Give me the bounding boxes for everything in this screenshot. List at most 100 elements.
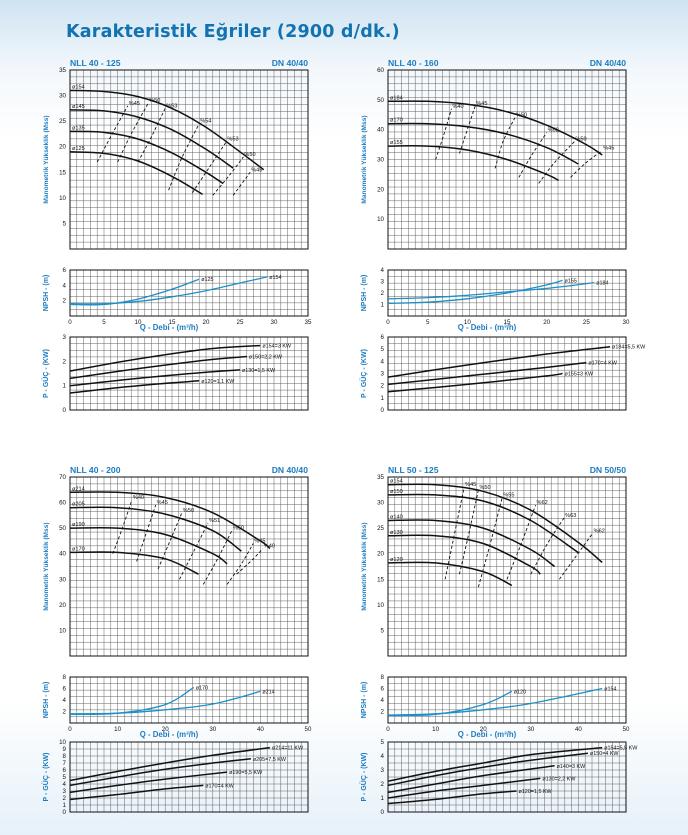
y-tick-label: 2 [381,383,385,390]
efficiency-label: %45 [254,538,265,544]
x-tick-label: 30 [271,319,278,326]
npsh-series-label: ø125 [201,277,213,283]
x-axis-label: Q - Debi - (m³/h) [458,323,517,332]
impeller-label: ø145 [72,104,85,110]
y-tick-label: 10 [59,739,66,746]
panel-frame [69,269,309,317]
power-series-label: ø150=2,2 KW [249,354,283,360]
x-tick-label: 5 [426,319,430,326]
chart-subtitle: DN 40/40 [590,58,627,68]
y-tick-label: 2 [381,709,385,716]
y-axis-label: P - GÜÇ - (KW) [41,349,50,398]
head-curve [69,151,203,195]
y-axis-label: Manometrik Yükseklik (Mss) [43,522,50,610]
npsh-series-label: ø184 [596,281,608,287]
page-title: Karakteristik Eğriler (2900 d/dk.) [66,22,400,42]
power-series-label: ø205=7,5 KW [253,757,287,763]
power-curve [69,344,261,372]
x-tick-label: 0 [386,726,390,733]
y-axis-label: P - GÜÇ - (KW) [41,753,50,802]
x-tick-label: 20 [480,726,487,733]
y-tick-label: 6 [63,686,67,693]
efficiency-label: %53 [227,137,238,143]
efficiency-curve [236,548,264,575]
efficiency-label: %50 [479,485,490,491]
npsh-panel: 2 4 6 NPSH - (m) ø125 ø154 [43,267,309,317]
y-tick-label: 5 [381,627,385,634]
y-tick-label: 0 [63,407,67,414]
y-axis-label: NPSH - (m) [361,275,368,312]
power-curve [69,355,247,380]
y-tick-label: 3 [381,279,385,286]
y-tick-label: 1 [381,395,385,402]
x-tick-label: 40 [257,726,264,733]
head-curve [387,519,556,568]
y-tick-label: 35 [377,474,384,481]
impeller-label: ø130 [390,530,403,536]
chart-title: NLL 40 - 200 [70,465,121,475]
efficiency-label: %40 [264,544,275,550]
y-tick-label: 15 [59,169,66,176]
x-tick-label: 15 [504,319,511,326]
y-tick-label: 10 [377,216,384,223]
power-series-label: ø150=4 KW [590,751,620,757]
power-series-label: ø154=3 KW [262,344,292,350]
y-tick-label: 35 [59,67,66,74]
efficiency-curve [202,530,233,585]
power-panel: 0 1 2 3 P - GÜÇ - (KW) ø154=3 KW ø150=2,2 KW ø1… [41,334,309,414]
efficiency-curve [458,489,479,575]
efficiency-curve [530,517,565,575]
efficiency-label: %45 [603,146,614,152]
chart-subtitle: DN 40/40 [272,465,309,475]
x-tick-label: 20 [543,319,550,326]
power-series-label: ø170=4 KW [588,361,618,367]
y-tick-label: 0 [381,809,385,816]
y-tick-label: 5 [381,346,385,353]
head-curve [387,534,541,575]
panel-frame [69,476,309,657]
power-curve [387,777,541,799]
y-tick-label: 3 [381,767,385,774]
efficiency-curve [157,512,183,570]
x-tick-label: 30 [527,726,534,733]
y-tick-label: 50 [377,97,384,104]
efficiency-curve [137,108,166,163]
head-curve [69,491,271,550]
chart-title: NLL 40 - 125 [70,58,121,68]
y-tick-label: 5 [63,774,67,781]
y-tick-label: 1 [63,802,67,809]
power-series-label: ø190=5,5 KW [229,770,263,776]
npsh-series-label: ø155 [565,278,577,284]
npsh-curve [387,279,563,305]
efficiency-label: %63 [565,513,576,519]
y-tick-label: 2 [63,298,67,305]
power-series-label: ø155=3 KW [565,372,595,378]
power-curve [387,746,603,782]
y-tick-label: 2 [381,290,385,297]
efficiency-curve [559,533,594,580]
efficiency-curve [212,156,244,196]
panel-frame [69,676,309,724]
impeller-label: ø135 [72,125,85,131]
x-tick-label: 30 [623,319,630,326]
head-curve [387,100,603,156]
npsh-panel: 2 4 6 8 NPSH - (m) ø120 ø154 [361,674,627,724]
x-tick-label: 50 [305,726,312,733]
power-curve [69,369,241,387]
y-tick-label: 30 [377,157,384,164]
y-tick-label: 9 [63,746,67,753]
efficiency-label: %62 [537,500,548,506]
efficiency-label: %62 [594,528,605,534]
panel-frame [387,69,627,250]
x-axis-label: Q - Debi - (m³/h) [140,730,199,739]
power-series-label: ø140=3 KW [557,764,587,770]
panel-frame [69,741,309,813]
y-tick-label: 4 [63,282,67,289]
y-tick-label: 25 [377,525,384,532]
y-tick-label: 2 [381,781,385,788]
power-series-label: ø184=5,5 KW [612,345,646,351]
power-curve [69,746,271,782]
head-curve [387,561,513,587]
y-tick-label: 4 [63,697,67,704]
